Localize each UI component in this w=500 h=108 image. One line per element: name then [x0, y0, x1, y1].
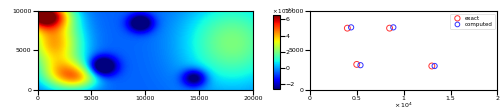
Point	[390, 26, 398, 28]
Point	[356, 64, 364, 66]
Point	[428, 65, 436, 67]
exact	[344, 27, 351, 29]
Text: $\times\,10^{-11}$: $\times\,10^{-11}$	[272, 6, 294, 16]
Point	[352, 64, 360, 65]
computed	[347, 26, 355, 28]
Point	[386, 27, 394, 29]
Point	[430, 65, 438, 67]
X-axis label: $\times\,10^4$: $\times\,10^4$	[394, 101, 413, 108]
Legend: exact, computed: exact, computed	[450, 14, 494, 29]
